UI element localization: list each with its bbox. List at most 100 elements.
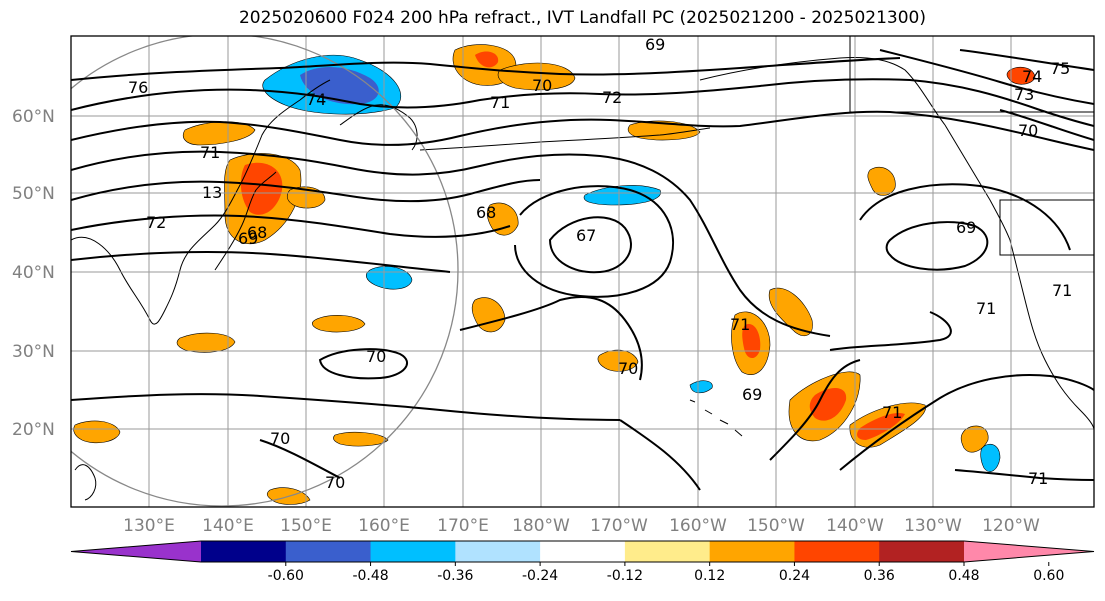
colorbar-segment [624, 541, 711, 562]
contour-label: 68 [476, 203, 496, 222]
longitude-label: 140°W [826, 516, 884, 536]
contour-label: 69 [956, 218, 976, 237]
colorbar-tick-label: 0.12 [694, 568, 725, 584]
japan-coastline [214, 171, 277, 271]
longitude-label: 180°W [512, 516, 570, 536]
contour-label: 67 [576, 226, 596, 245]
longitude-label: 170°E [437, 516, 489, 536]
longitude-label: 150°W [747, 516, 805, 536]
positive-anomaly-core [857, 412, 905, 440]
longitude-label: 120°W [982, 516, 1040, 536]
colorbar-tick-label: -0.36 [437, 568, 473, 584]
positive-anomaly-region [627, 120, 701, 141]
contour-label: 72 [146, 213, 166, 232]
contour-label: 70 [1018, 121, 1038, 140]
positive-anomaly-region [471, 297, 506, 333]
colorbar-segments [70, 540, 1095, 563]
colorbar-segment [455, 541, 541, 562]
contour-label: 75 [1050, 59, 1070, 78]
colorbar: -0.60 -0.48 -0.36 -0.24 -0.12 0.12 0.24 0.36 0.4… [70, 540, 1095, 584]
positive-anomaly-region [960, 425, 989, 453]
colorbar-tick-label: 0.24 [779, 568, 810, 584]
latitude-label: 40°N [12, 263, 55, 283]
negative-anomaly-core [300, 66, 379, 105]
colorbar-segment [879, 541, 965, 562]
colorbar-right-extension [964, 541, 1094, 562]
contour-label: 70 [532, 76, 552, 95]
contour-label: 70 [270, 429, 290, 448]
range-circle [71, 36, 459, 507]
contour-label-layer: 76 74 71 70 72 69 75 74 73 70 71 13 72 6… [128, 35, 1072, 492]
contour-67 [548, 216, 632, 274]
colorbar-tick-label: -0.24 [522, 568, 558, 584]
contour-label: 69 [645, 35, 665, 54]
latitude-axis: 60°N 50°N 40°N 30°N 20°N [12, 107, 55, 440]
contour-label: 71 [882, 403, 902, 422]
colorbar-tick-label: -0.48 [352, 568, 388, 584]
latitude-label: 50°N [12, 184, 55, 204]
gridlines [71, 36, 1094, 507]
contour-70-loop [318, 348, 408, 380]
positive-anomaly-core [742, 324, 761, 359]
contour-label: 71 [1052, 281, 1072, 300]
colorbar-segment [794, 541, 880, 562]
contour-label: 73 [1014, 85, 1034, 104]
longitude-label: 160°E [358, 516, 410, 536]
colorbar-segment [370, 541, 456, 562]
north-america-coastline [1009, 239, 1094, 431]
positive-anomaly-region [867, 166, 896, 196]
contour-label: 71 [730, 315, 750, 334]
longitude-label: 130°W [904, 516, 962, 536]
colorbar-segment [540, 541, 626, 562]
contour-label: 72 [602, 88, 622, 107]
longitude-label: 140°E [202, 516, 254, 536]
negative-anomaly-region [980, 443, 1001, 472]
contour-label: 70 [618, 359, 638, 378]
longitude-axis: 130°E 140°E 150°E 160°E 170°E 180°W 170°… [123, 516, 1040, 536]
colorbar-tick-label: -0.60 [268, 568, 304, 584]
figure-title: 2025020600 F024 200 hPa refract., IVT La… [238, 8, 926, 28]
colorbar-segment [709, 541, 795, 562]
contour-label: 74 [1022, 67, 1042, 86]
contour-label: 74 [306, 90, 326, 109]
positive-anomaly-region [176, 332, 236, 353]
contour-label: 69 [742, 385, 762, 404]
contour-label: 71 [1028, 469, 1048, 488]
colorbar-ticks: -0.60 -0.48 -0.36 -0.24 -0.12 0.12 0.24 0.36 0.4… [268, 562, 1064, 584]
contour-layer [71, 49, 1094, 491]
negative-anomaly-region [689, 380, 713, 394]
positive-anomaly-region [1006, 66, 1036, 85]
inset-box-lower [999, 199, 1094, 256]
colorbar-segment [285, 541, 372, 562]
colorbar-tick-label: -0.12 [607, 568, 643, 584]
contour-label: 13 [202, 183, 222, 202]
alaska-coastline [699, 57, 1011, 241]
colorbar-tick-label: 0.48 [948, 568, 979, 584]
latitude-label: 30°N [12, 342, 55, 362]
positive-anomaly-core [475, 51, 499, 68]
colorbar-segment [201, 541, 287, 562]
longitude-label: 130°E [123, 516, 175, 536]
aleutian-chain [419, 127, 711, 151]
positive-anomaly-region [497, 62, 576, 91]
colorbar-tick-label: 0.36 [864, 568, 895, 584]
philippines-coastline [74, 464, 97, 501]
map-frame [70, 35, 1095, 508]
contour-label: 76 [128, 78, 148, 97]
longitude-label: 160°W [669, 516, 727, 536]
contour-label: 71 [490, 93, 510, 112]
latitude-label: 60°N [12, 107, 55, 127]
positive-anomaly-region [73, 420, 121, 444]
contour-label: 71 [200, 143, 220, 162]
positive-anomaly-region [311, 315, 366, 333]
colorbar-tick-label: 0.60 [1033, 568, 1064, 584]
longitude-label: 150°E [280, 516, 332, 536]
contour-label: 69 [238, 229, 258, 248]
positive-anomaly-core [809, 388, 847, 421]
longitude-label: 170°W [590, 516, 648, 536]
contour-label: 70 [325, 473, 345, 492]
latitude-label: 20°N [12, 420, 55, 440]
inset-box [849, 36, 1094, 113]
hawaii-islands [689, 399, 743, 437]
